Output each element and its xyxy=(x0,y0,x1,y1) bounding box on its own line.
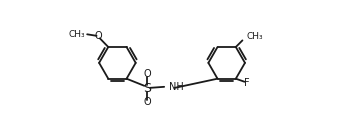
Text: NH: NH xyxy=(169,82,184,92)
Text: S: S xyxy=(143,82,151,95)
Text: O: O xyxy=(95,31,102,41)
Text: O: O xyxy=(143,97,151,107)
Text: CH₃: CH₃ xyxy=(68,30,84,39)
Text: F: F xyxy=(244,77,250,88)
Text: O: O xyxy=(143,69,151,79)
Text: CH₃: CH₃ xyxy=(247,32,263,41)
